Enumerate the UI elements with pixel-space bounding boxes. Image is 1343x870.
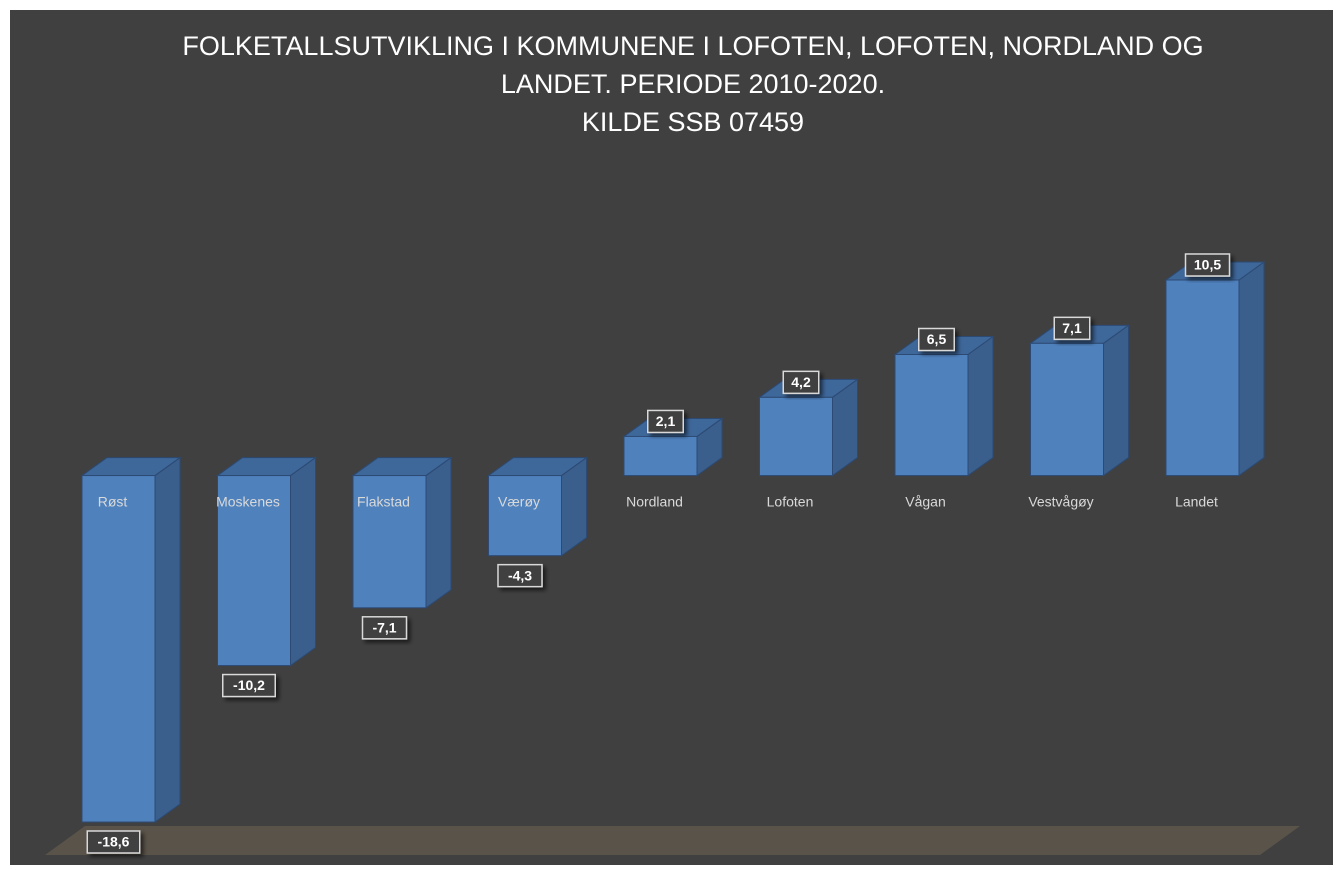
chart-title: KILDE SSB 07459 [582,107,804,137]
bar [894,354,969,477]
bar-side [967,335,994,477]
floor [45,826,1300,855]
value-label-box [222,673,276,698]
value-label-box [918,327,955,352]
value-label-box [361,616,408,640]
value-label: 10,5 [1194,257,1221,273]
bar [1165,279,1240,477]
value-label-box [782,370,820,395]
category-label: Vestvågøy [1028,493,1093,509]
bar [623,435,698,477]
category-label: Vågan [905,493,945,509]
category-label: Flakstad [357,493,410,509]
value-label: 2,1 [656,413,676,429]
category-label: Røst [98,493,128,509]
category-label: Landet [1175,493,1218,509]
category-label: Nordland [626,493,683,509]
value-label-box [86,830,141,854]
value-label-box [497,563,543,588]
category-label: Moskenes [216,493,280,509]
value-label: -7,1 [372,620,396,636]
bar [1030,342,1104,477]
value-label: 7,1 [1062,320,1082,336]
bar-side [1238,261,1265,477]
chart-title: LANDET. PERIODE 2010-2020. [501,69,885,99]
bar-side [154,456,181,823]
value-label: 4,2 [791,374,811,390]
bar [217,475,291,667]
bar-side [425,456,452,609]
value-label-box [647,409,684,434]
value-label: -10,2 [233,677,265,693]
bar [81,475,156,823]
bar [759,396,833,477]
bar-side [1103,324,1129,477]
value-label-box [1184,253,1231,277]
bar-side [290,456,316,667]
chart-title: FOLKETALLSUTVIKLING I KOMMUNENE I LOFOTE… [182,31,1203,61]
value-label: -18,6 [98,834,130,850]
value-label: -4,3 [508,567,532,583]
bar [488,475,562,557]
value-label: 6,5 [927,331,947,347]
bar [352,475,427,609]
category-label: Lofoten [767,493,814,509]
category-label: Værøy [498,493,540,509]
value-label-box [1053,316,1091,341]
